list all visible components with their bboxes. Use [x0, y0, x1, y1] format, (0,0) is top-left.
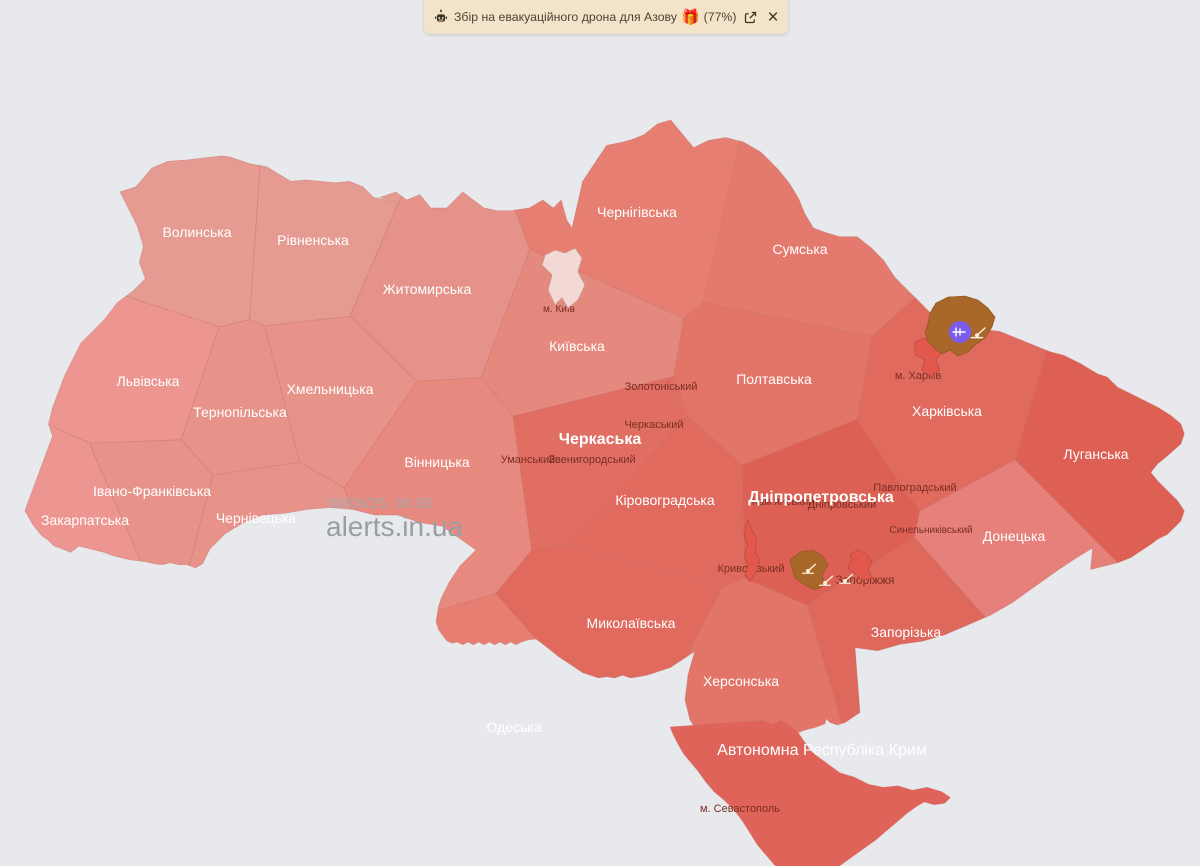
svg-text:Луганська: Луганська: [1063, 446, 1128, 462]
svg-text:Тернопільська: Тернопільська: [193, 404, 287, 420]
svg-text:Київська: Київська: [549, 338, 605, 354]
svg-text:Херсонська: Херсонська: [703, 673, 779, 689]
svg-text:Чернігівська: Чернігівська: [597, 204, 677, 220]
svg-text:Сумська: Сумська: [772, 241, 827, 257]
svg-text:Львівська: Львівська: [117, 373, 180, 389]
svg-text:м. Севастополь: м. Севастополь: [700, 803, 780, 815]
svg-text:Черкаська: Черкаська: [559, 431, 642, 448]
svg-text:Волинська: Волинська: [162, 224, 231, 240]
svg-text:Житомирська: Житомирська: [383, 281, 472, 297]
svg-text:Запорізька: Запорізька: [871, 624, 942, 640]
svg-text:Дніпропетровська: Дніпропетровська: [748, 489, 894, 506]
svg-text:Полтавська: Полтавська: [736, 371, 812, 387]
svg-text:Автономна Республіка Крим: Автономна Республіка Крим: [717, 742, 927, 759]
svg-text:Кіровоградська: Кіровоградська: [615, 492, 714, 508]
svg-text:Звенигородський: Звенигородський: [548, 454, 635, 466]
svg-text:Донецька: Донецька: [983, 528, 1046, 544]
svg-text:Вінницька: Вінницька: [404, 454, 469, 470]
svg-text:Хмельницька: Хмельницька: [287, 381, 374, 397]
svg-text:Одеська: Одеська: [486, 719, 541, 735]
svg-text:Золотоніський: Золотоніський: [625, 381, 698, 393]
svg-text:Рівненська: Рівненська: [277, 232, 349, 248]
svg-text:Черкаський: Черкаський: [624, 419, 683, 431]
svg-text:Миколаївська: Миколаївська: [587, 615, 676, 631]
svg-text:Синельниківський: Синельниківський: [889, 525, 972, 536]
svg-text:Закарпатська: Закарпатська: [41, 512, 129, 528]
svg-text:Уманський: Уманський: [501, 454, 556, 466]
svg-text:Харківська: Харківська: [912, 403, 982, 419]
svg-text:Чернівецька: Чернівецька: [216, 510, 297, 526]
svg-text:Івано-Франківська: Івано-Франківська: [93, 483, 211, 499]
